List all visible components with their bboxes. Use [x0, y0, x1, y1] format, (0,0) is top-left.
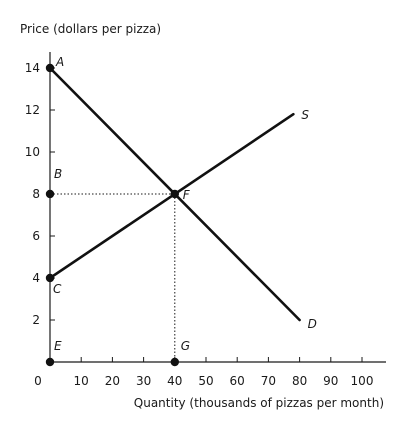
x-tick-label: 30 [136, 374, 151, 388]
y-tick-label: 8 [32, 187, 40, 201]
y-axis-title: Price (dollars per pizza) [20, 22, 161, 36]
point-marker-e [45, 357, 55, 367]
x-tick-label: 80 [292, 374, 307, 388]
x-tick-label: 10 [74, 374, 89, 388]
point-marker-a [45, 63, 55, 73]
point-marker-f [170, 189, 179, 199]
y-tick-label: 14 [25, 61, 40, 75]
x-tick-label: 50 [198, 374, 213, 388]
x-tick-label: 20 [105, 374, 120, 388]
point-label-a: A [55, 55, 64, 69]
guide-lines [50, 193, 176, 362]
point-marker-c [45, 273, 55, 283]
x-tick-label: 90 [323, 374, 338, 388]
point-label-g: G [181, 339, 190, 353]
point-label-f: F [183, 188, 191, 202]
x-axis-title: Quantity (thousands of pizzas per month) [134, 396, 384, 410]
point-label-e: E [54, 339, 62, 353]
x-tick-label: 100 [351, 374, 374, 388]
y-tick-label: 2 [32, 313, 40, 327]
point-label-b: B [54, 167, 62, 181]
point-marker-b [45, 189, 55, 199]
x-tick-label: 60 [230, 374, 245, 388]
x-tick-label: 0 [34, 374, 42, 388]
labeled-points: A B C E F G [45, 55, 191, 367]
point-label-c: C [53, 282, 62, 296]
x-tick-label: 70 [261, 374, 276, 388]
y-tick-label: 6 [32, 229, 40, 243]
point-marker-g [170, 357, 179, 367]
y-tick-label: 4 [32, 271, 40, 285]
x-tick-label: 40 [167, 374, 182, 388]
curve-label-s: S [301, 108, 309, 122]
y-tick-label: 10 [25, 145, 40, 159]
y-tick-label: 12 [25, 103, 40, 117]
curve-label-d: D [308, 317, 317, 331]
axes: 0 10 20 30 40 50 60 70 80 90 100 2 4 6 8 10 12 14 [25, 52, 386, 388]
